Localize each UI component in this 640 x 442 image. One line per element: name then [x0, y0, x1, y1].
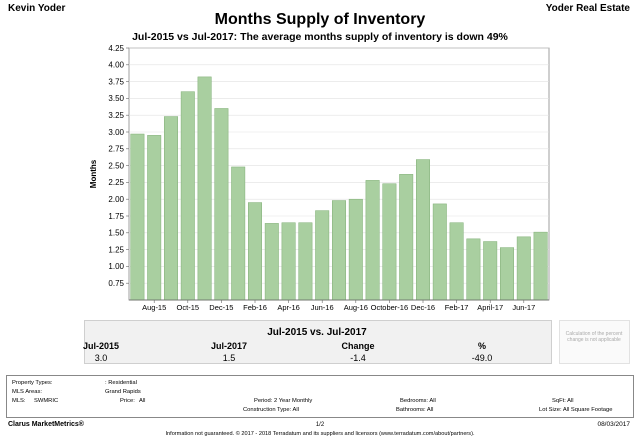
x-tick-label: October-16: [371, 303, 409, 312]
bar-oct-15: [180, 91, 195, 301]
mls-areas-label: MLS Areas:: [12, 389, 42, 395]
summary-value-end: 1.5: [222, 353, 236, 363]
page-number: 1/2: [315, 422, 325, 428]
summary-value-percent: -49.0: [471, 353, 493, 363]
bar-aug-15: [147, 135, 162, 301]
summary-header-change: Change: [341, 341, 375, 351]
summary-panel: [84, 320, 552, 364]
x-tick-label: Feb-17: [445, 303, 469, 312]
summary-value-start: 3.0: [94, 353, 108, 363]
y-tick-label: 3.00: [108, 128, 124, 137]
bar-sep-16: [365, 180, 380, 301]
agent-name: Kevin Yoder: [8, 3, 66, 14]
y-tick-label: 2.50: [108, 161, 124, 170]
bar-aug-16: [348, 198, 363, 301]
bar-dec-16: [416, 159, 430, 301]
bar-feb-17: [449, 222, 464, 301]
bar-apr-16: [281, 222, 296, 301]
mls-label: MLS:: [12, 398, 26, 404]
bar-oct-16: [382, 183, 397, 301]
y-tick-label: 4.25: [108, 44, 124, 53]
y-tick-label: 1.75: [108, 212, 124, 221]
y-tick-label: 1.50: [108, 229, 124, 238]
bar-jun-17: [516, 236, 531, 301]
report-date: 08/03/2017: [597, 421, 630, 428]
mls-value: SWMRIC: [34, 398, 59, 404]
sqft: SqFt: All: [552, 398, 574, 404]
bedrooms: Bedrooms: All: [400, 398, 436, 404]
y-tick-label: 2.75: [108, 145, 124, 154]
x-tick-label: Dec-15: [209, 303, 233, 312]
y-tick-label: 1.25: [108, 245, 124, 254]
bar-sep-15: [164, 116, 178, 301]
bar-jul-17: [533, 231, 548, 301]
mls-areas-value: Grand Rapids: [105, 389, 141, 395]
percent-note: Calculation of the percent change is not…: [565, 331, 623, 343]
x-tick-label: Feb-16: [243, 303, 267, 312]
bar-may-16: [298, 222, 313, 301]
bar-jul-15: [130, 133, 145, 301]
brokerage-name: Yoder Real Estate: [545, 3, 630, 14]
y-axis-label: Months: [89, 159, 98, 188]
bar-mar-16: [264, 223, 279, 301]
bar-mar-17: [466, 238, 481, 301]
price-label: Price:: [120, 398, 135, 404]
footer-brand: Clarus MarketMetrics®: [8, 421, 84, 428]
lot-size: Lot Size: All Square Footage: [539, 407, 613, 413]
summary-header-percent: %: [477, 341, 486, 351]
criteria-panel: [6, 375, 634, 418]
x-tick-label: Aug-16: [344, 303, 368, 312]
bathrooms: Bathrooms: All: [396, 407, 434, 413]
construction-type: Construction Type: All: [243, 407, 299, 413]
x-tick-label: Apr-16: [277, 303, 300, 312]
summary-value-change: -1.4: [350, 353, 366, 363]
y-tick-label: 3.75: [108, 77, 124, 86]
x-tick-label: Jun-17: [512, 303, 535, 312]
chart-subtitle: Jul-2015 vs Jul-2017: The average months…: [132, 31, 508, 43]
bar-feb-16: [248, 202, 262, 301]
y-tick-label: 3.50: [108, 94, 124, 103]
disclaimer: Information not guaranteed. © 2017 - 201…: [165, 431, 475, 437]
y-tick-label: 3.25: [108, 111, 124, 120]
bar-dec-15: [214, 108, 229, 301]
y-tick-label: 1.00: [108, 262, 124, 271]
bar-chart: 0.75 1.00 1.25 1.50 1.75 2.00 2.25 2.50 2.75 3.00…: [89, 44, 550, 312]
y-tick-label: 4.00: [108, 61, 124, 70]
percent-note-box: [559, 320, 630, 364]
summary-title: Jul-2015 vs. Jul-2017: [267, 327, 367, 338]
summary-header-start: Jul-2015: [82, 341, 120, 351]
bar-jan-17: [432, 203, 447, 301]
x-tick-label: Dec-16: [411, 303, 435, 312]
y-tick-label: 2.25: [108, 178, 124, 187]
bar-may-17: [500, 247, 514, 301]
bar-jul-16: [332, 200, 346, 301]
summary-header-end: Jul-2017: [210, 341, 248, 351]
price-value: All: [139, 398, 146, 404]
bar-jan-16: [231, 166, 246, 301]
x-tick-label: April-17: [477, 303, 503, 312]
property-types-value: : Residential: [105, 380, 137, 386]
x-tick-label: Jun-16: [311, 303, 334, 312]
chart-title: Months Supply of Inventory: [214, 11, 426, 28]
x-tick-label: Aug-15: [142, 303, 166, 312]
bar-nov-16: [399, 174, 414, 301]
property-types-label: Property Types:: [12, 380, 53, 386]
y-tick-label: 2.00: [108, 195, 124, 204]
bar-apr-17: [483, 241, 498, 301]
x-tick-label: Oct-15: [177, 303, 200, 312]
bar-jun-16: [315, 210, 330, 301]
bar-nov-15: [197, 76, 212, 301]
y-tick-label: 0.75: [108, 279, 124, 288]
period: Period: 2 Year Monthly: [254, 398, 313, 404]
